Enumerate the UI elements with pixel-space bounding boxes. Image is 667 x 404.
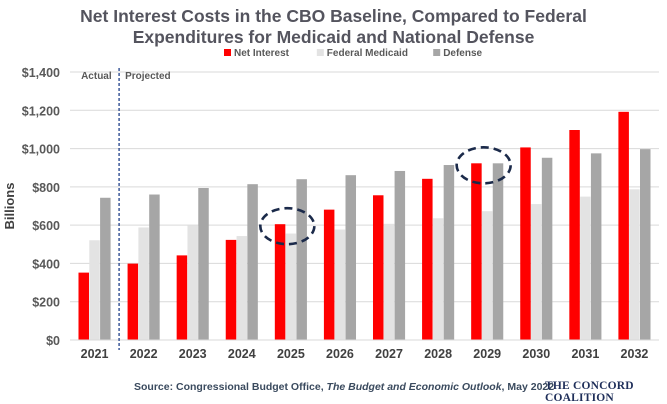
x-tick-label: 2023 [179, 347, 207, 361]
y-tick-label: $1,400 [22, 66, 60, 80]
bar-net-interest-2023 [176, 255, 188, 340]
y-tick-label: $200 [32, 296, 60, 310]
bar-federal-medicaid-2032 [629, 189, 640, 340]
concord-coalition-logo: THE CONCORD COALITION [545, 380, 634, 404]
bar-federal-medicaid-2022 [138, 227, 149, 340]
bar-federal-medicaid-2024 [236, 236, 248, 340]
bar-net-interest-2021 [78, 272, 89, 340]
bar-defense-2024 [247, 184, 258, 340]
bar-defense-2022 [149, 194, 160, 340]
x-tick-label: 2027 [375, 347, 403, 361]
bar-net-interest-2024 [225, 239, 237, 340]
x-tick-label: 2026 [326, 347, 354, 361]
actual-label: Actual [81, 71, 112, 82]
bar-federal-medicaid-2021 [89, 240, 100, 340]
y-tick-label: $400 [32, 257, 60, 271]
bar-net-interest-2026 [323, 209, 335, 340]
x-tick-label: 2028 [424, 347, 452, 361]
legend-label: Defense [443, 48, 482, 59]
y-tick-label: $1,000 [22, 143, 60, 157]
bar-defense-2021 [100, 197, 111, 340]
x-tick-label: 2031 [571, 347, 599, 361]
bar-federal-medicaid-2030 [531, 204, 542, 340]
x-tick-label: 2030 [522, 347, 550, 361]
bar-net-interest-2030 [520, 147, 531, 340]
bar-federal-medicaid-2023 [187, 225, 198, 340]
bar-net-interest-2029 [471, 163, 482, 340]
y-axis-label: Billions [2, 183, 17, 230]
x-tick-label: 2029 [473, 347, 501, 361]
bar-federal-medicaid-2029 [481, 211, 493, 340]
bar-defense-2027 [394, 170, 406, 340]
bar-net-interest-2028 [422, 178, 433, 340]
legend-swatch-defense [433, 49, 441, 56]
bar-defense-2025 [296, 179, 307, 340]
source-prefix: Source: Congressional Budget Office, [134, 381, 327, 393]
y-tick-label: $800 [32, 181, 60, 195]
bar-net-interest-2022 [127, 263, 139, 340]
legend-swatch-net-interest [224, 49, 231, 56]
bar-net-interest-2027 [372, 195, 384, 340]
projected-label: Projected [125, 71, 171, 82]
bar-net-interest-2031 [569, 130, 580, 340]
x-tick-label: 2032 [621, 347, 649, 361]
bar-defense-2030 [541, 157, 553, 340]
legend-label: Net Interest [234, 48, 290, 59]
bar-defense-2028 [443, 165, 455, 340]
bar-federal-medicaid-2026 [334, 229, 346, 340]
legend-label: Federal Medicaid [327, 48, 408, 59]
bar-net-interest-2025 [274, 224, 286, 340]
bar-federal-medicaid-2031 [580, 196, 591, 340]
bar-federal-medicaid-2027 [383, 223, 395, 340]
bar-defense-2032 [640, 149, 651, 340]
legend-swatch-federal-medicaid [316, 49, 324, 56]
y-tick-label: $1,200 [22, 104, 60, 118]
chart-title-line-1: Net Interest Costs in the CBO Baseline, … [80, 6, 587, 26]
bar-federal-medicaid-2025 [285, 233, 297, 340]
bar-defense-2031 [590, 153, 602, 340]
bar-federal-medicaid-2028 [432, 218, 444, 340]
bar-defense-2026 [345, 175, 357, 340]
bar-defense-2023 [198, 188, 209, 340]
source-publication: The Budget and Economic Outlook [326, 381, 502, 393]
x-tick-label: 2022 [130, 347, 158, 361]
chart-title-line-2: Expenditures for Medicaid and National D… [132, 27, 535, 47]
x-tick-label: 2021 [81, 347, 109, 361]
source-suffix: , May 2022 [501, 381, 555, 393]
bar-net-interest-2032 [618, 111, 629, 341]
y-tick-label: $600 [32, 219, 60, 233]
source-note: Source: Congressional Budget Office, The… [134, 381, 554, 393]
x-tick-label: 2024 [228, 347, 256, 361]
bar-defense-2029 [492, 163, 504, 340]
highlight-ellipse-2025 [259, 206, 316, 246]
x-tick-label: 2025 [277, 347, 305, 361]
highlight-ellipse-2029 [455, 146, 512, 185]
y-tick-label: $0 [46, 334, 60, 348]
